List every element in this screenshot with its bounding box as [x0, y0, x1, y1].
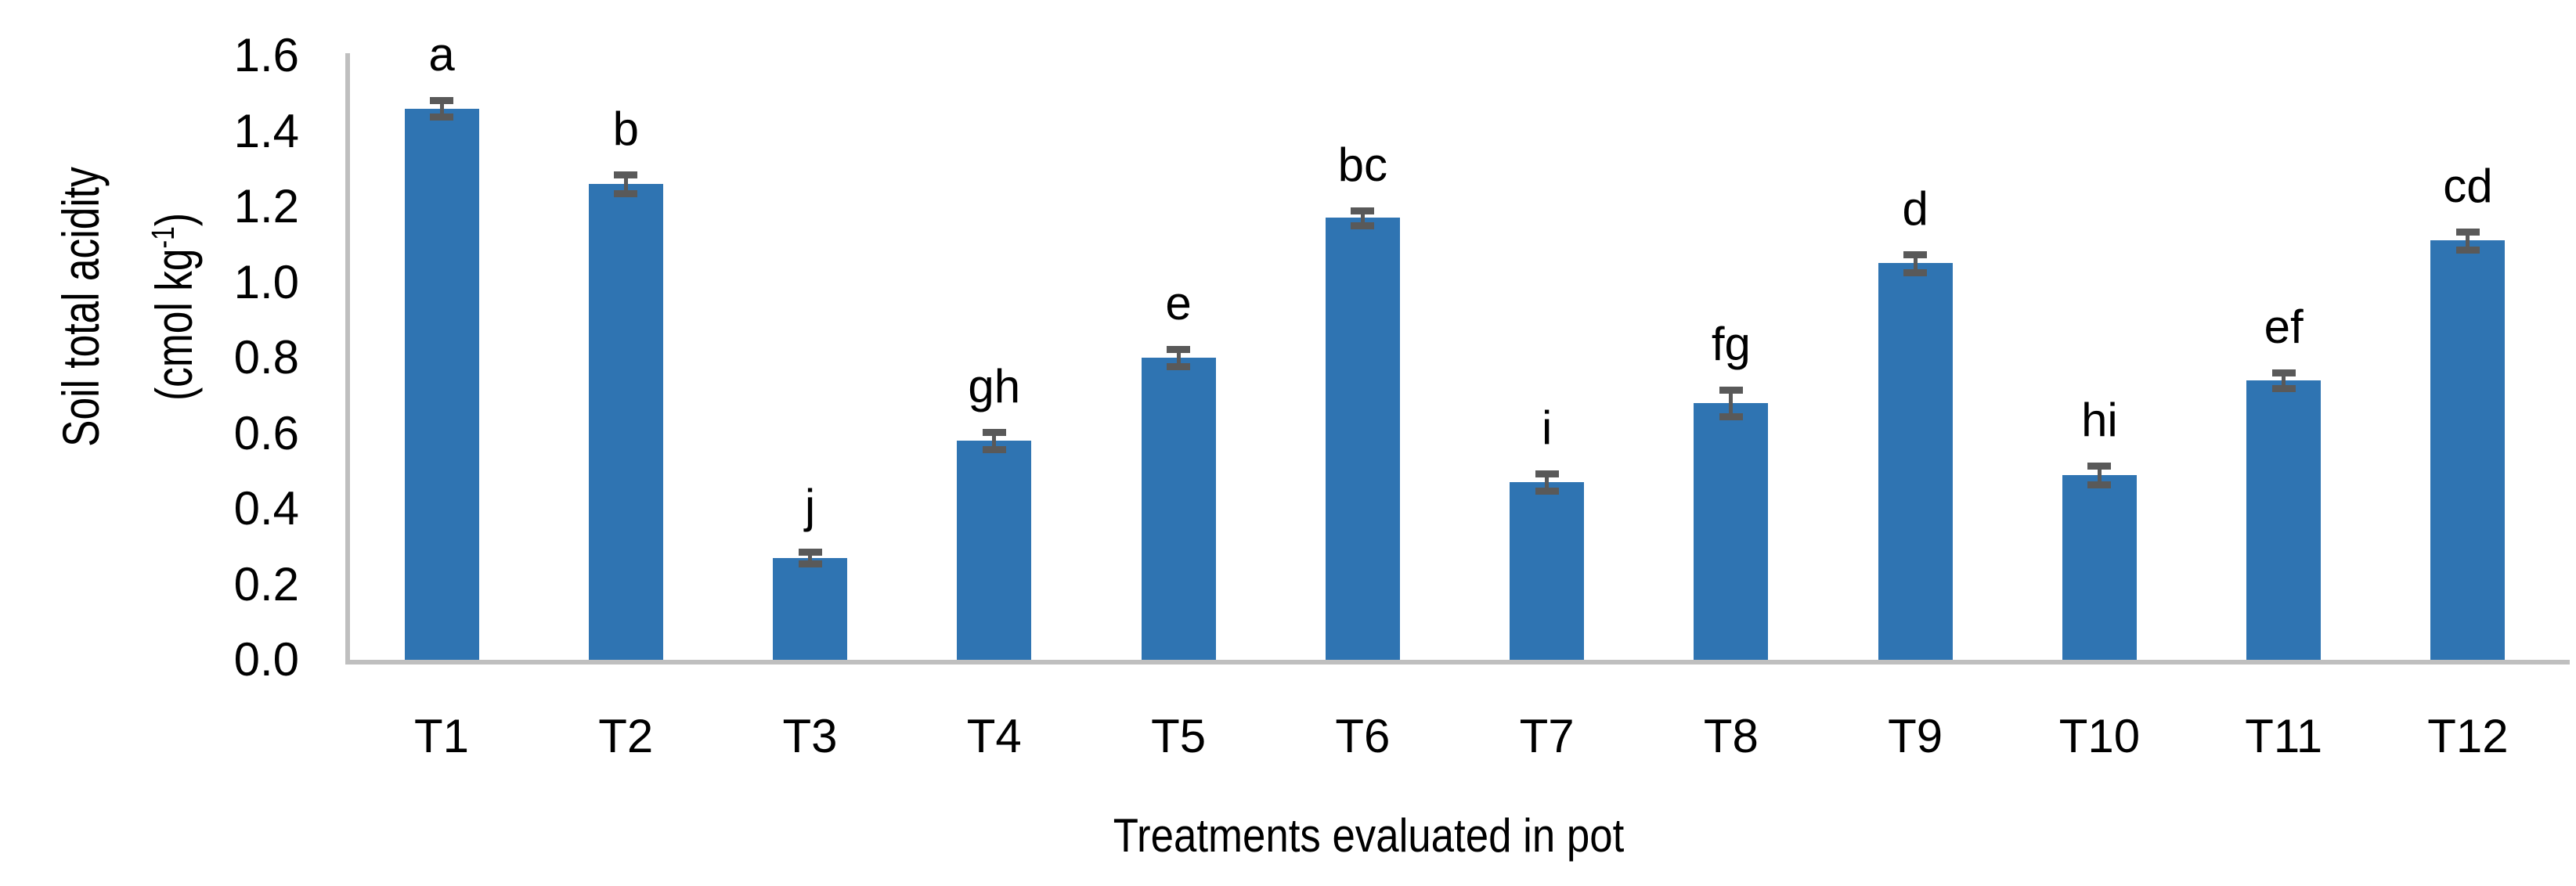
y-tick-label: 1.6 [233, 29, 299, 81]
x-tick-label: T5 [1151, 710, 1207, 762]
error-bar-line [1176, 348, 1181, 367]
x-tick-label: T3 [782, 710, 838, 762]
error-bar-cap-bottom [1351, 222, 1375, 230]
significance-letter: cd [2443, 160, 2493, 213]
error-bar-cap-bottom [1719, 413, 1743, 421]
bar [2062, 474, 2137, 660]
error-bar-cap-bottom [798, 560, 822, 568]
error-bar-cap-top [1903, 250, 1928, 258]
bar [588, 184, 663, 660]
error-bar-cap-bottom [1903, 268, 1928, 276]
x-tick-label: T9 [1888, 710, 1943, 762]
error-bar-line [992, 432, 997, 450]
error-bar-line [1729, 389, 1734, 417]
y-tick-label: 0.4 [233, 482, 299, 535]
error-bar-cap-top [2455, 229, 2480, 236]
error-bar-cap-bottom [430, 113, 453, 121]
bar [1878, 263, 1953, 660]
error-bar-line [2466, 232, 2470, 250]
error-bar-cap-top [1535, 470, 1559, 478]
x-tick-label: T4 [966, 710, 1022, 762]
error-bar-cap-top [1719, 386, 1743, 394]
y-tick-label: 1.2 [233, 180, 299, 232]
x-tick-label: T1 [413, 710, 470, 762]
error-bar-line [1360, 210, 1365, 226]
y-tick-label: 1.4 [233, 104, 299, 157]
error-bar-line [808, 552, 813, 564]
y-tick-label: 0.6 [233, 406, 299, 459]
error-bar-cap-bottom [1535, 488, 1559, 495]
error-bar-cap-top [614, 171, 638, 179]
error-bar-cap-bottom [2271, 384, 2296, 392]
error-bar-line [1913, 254, 1918, 272]
y-axis-line [345, 53, 350, 664]
x-tick-label: T11 [2245, 710, 2323, 762]
significance-letter: a [428, 28, 455, 81]
x-tick-label: T6 [1335, 710, 1391, 762]
bar [1141, 358, 1216, 660]
significance-letter: d [1902, 182, 1928, 235]
x-tick-label: T8 [1703, 710, 1759, 762]
bar [2430, 240, 2506, 660]
significance-letter: i [1541, 402, 1553, 455]
significance-letter: e [1165, 276, 1192, 330]
error-bar-cap-top [1167, 345, 1191, 353]
error-bar-cap-bottom [1167, 363, 1191, 371]
bar [1510, 482, 1585, 660]
error-bar-cap-top [982, 429, 1006, 437]
error-bar-cap-top [798, 549, 822, 556]
x-tick-label: T2 [598, 710, 654, 762]
error-bar-cap-top [1351, 207, 1375, 214]
significance-letter: hi [2081, 393, 2118, 446]
significance-letter: j [804, 480, 816, 532]
error-bar-cap-bottom [2455, 246, 2480, 254]
y-tick-label: 1.0 [233, 255, 299, 308]
y-tick-label: 0.0 [233, 633, 299, 686]
bar [1325, 218, 1400, 660]
error-bar-line [623, 175, 628, 193]
x-axis-title: Treatments evaluated in pot [1113, 809, 1625, 862]
x-tick-label: T7 [1519, 710, 1575, 762]
error-bar-line [2282, 373, 2286, 388]
error-bar-line [2097, 465, 2102, 484]
significance-letter: b [612, 103, 639, 156]
bar [773, 557, 848, 660]
bar [404, 108, 479, 660]
error-bar-cap-bottom [2087, 481, 2112, 488]
bar [957, 441, 1032, 660]
bar [1694, 402, 1769, 660]
y-tick-label: 0.2 [233, 557, 299, 610]
error-bar-line [439, 100, 444, 117]
bar [2246, 380, 2322, 660]
error-bar-cap-bottom [614, 189, 638, 197]
error-bar-cap-top [430, 97, 453, 105]
x-axis-line [345, 660, 2570, 664]
error-bar-cap-top [2087, 462, 2112, 470]
error-bar-cap-top [2271, 369, 2296, 377]
significance-letter: ef [2264, 301, 2304, 354]
x-tick-label: T12 [2427, 710, 2509, 762]
significance-letter: fg [1711, 317, 1751, 370]
error-bar-line [1545, 474, 1550, 492]
x-tick-label: T10 [2058, 710, 2141, 762]
y-tick-label: 0.8 [233, 331, 299, 384]
significance-letter: gh [968, 360, 1021, 413]
significance-letter: bc [1337, 138, 1388, 191]
error-bar-cap-bottom [982, 446, 1006, 454]
